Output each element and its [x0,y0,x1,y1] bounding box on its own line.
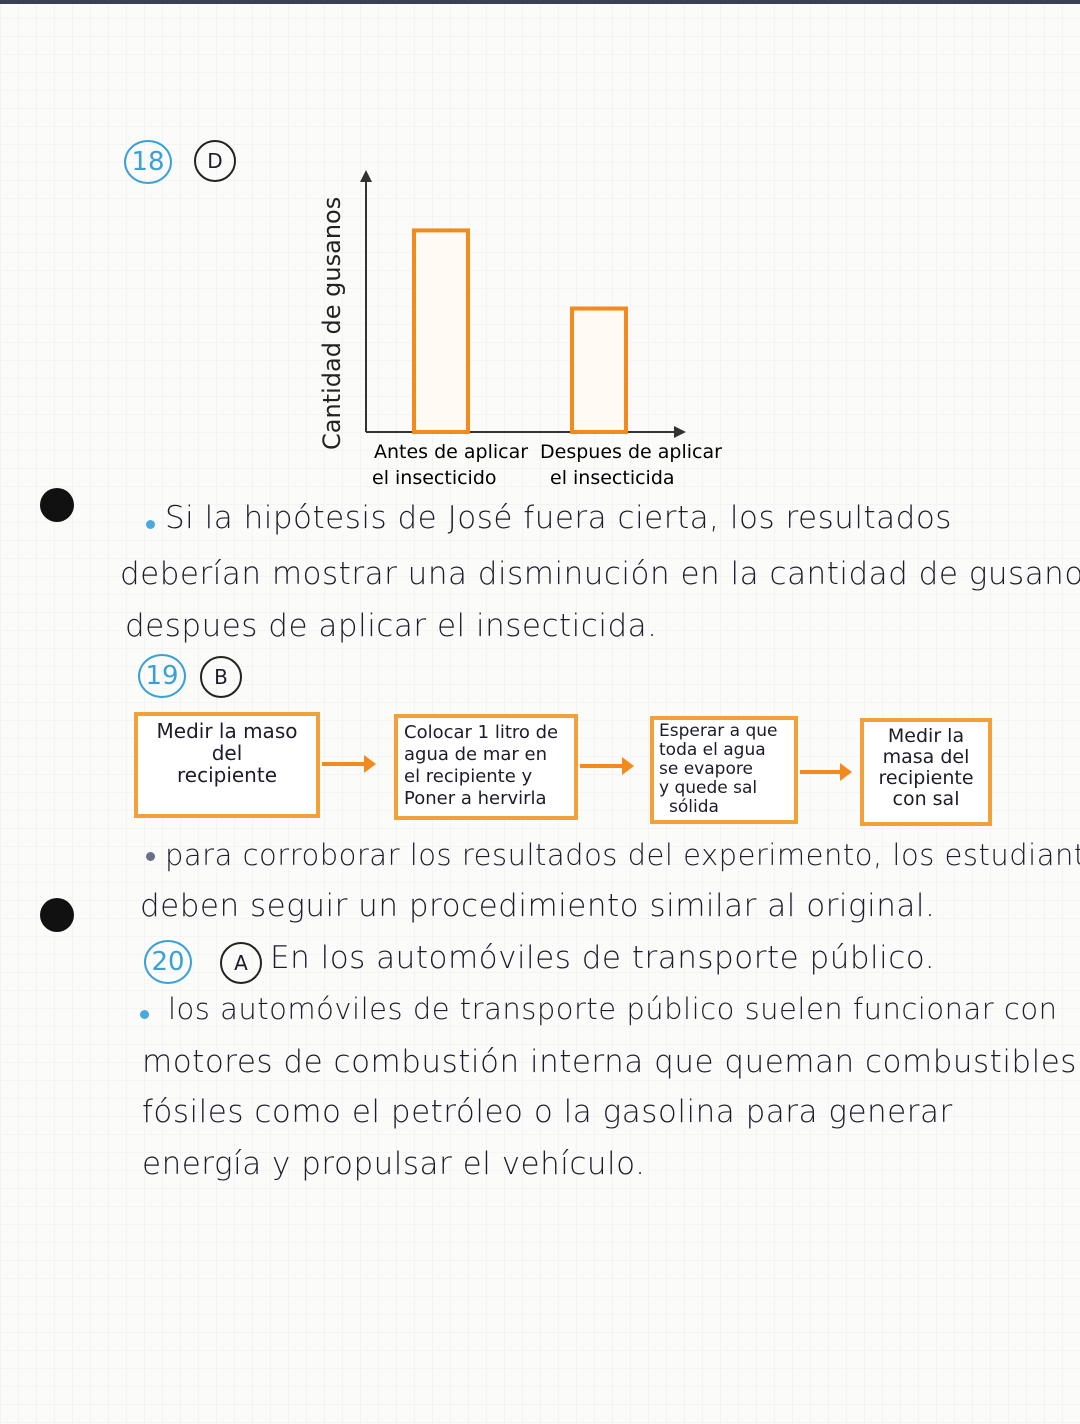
answer-19: B [200,656,242,698]
answer-18: D [194,140,236,182]
x-tick-label: el insecticido [372,467,497,489]
bullet [146,852,155,861]
step-line: agua de mar en [404,744,548,765]
binder-hole [40,898,74,932]
x-tick-label: Antes de aplicar [374,441,528,463]
step-line: Poner a hervirla [404,788,547,809]
step-line: y quede sal [659,778,758,798]
flow-step-4: Medir la masa del recipiente con sal [860,718,992,826]
step-line: del [211,741,243,765]
q-number: 18 [131,147,165,177]
bullet [146,520,155,529]
flow-arrow [322,755,376,773]
step-line: se evapore [659,759,753,779]
flow-arrow [800,763,852,781]
flow-step-1: Medir la maso del recipiente [134,712,320,818]
y-axis-label: Cantidad de gusanos [318,197,346,450]
bar [412,228,470,434]
step-line: el recipiente y [404,766,533,787]
question-number-18: 18 [124,140,172,184]
step-line: sólida [669,797,719,817]
binder-hole [40,488,74,522]
answer-letter: D [207,149,223,173]
flow-arrow [580,757,634,775]
step-line: Esperar a que [659,721,778,741]
step-line: Medir la maso [156,719,298,743]
q20-text-line: energía y propulsar el vehículo. [142,1146,646,1182]
page-edge [0,0,1080,4]
step-line: recipiente [176,763,278,787]
q20-text-line: motores de combustión interna que queman… [142,1044,1077,1080]
q20-text-line: los automóviles de transporte público su… [168,992,1058,1026]
q-number: 19 [145,661,179,691]
step-line: con sal [892,788,960,810]
q18-text-line: Si la hipótesis de José fuera cierta, lo… [165,500,952,536]
flow-step-2: Colocar 1 litro de agua de mar en el rec… [394,714,578,820]
flow-step-3: Esperar a que toda el agua se evapore y … [650,716,798,824]
q20-answer-text: En los automóviles de transporte público… [270,940,936,976]
step-line: toda el agua [659,740,766,760]
step-line: masa del [882,746,970,768]
y-axis-arrow [360,170,372,182]
answer-letter: B [214,665,228,689]
x-tick-label: Despues de aplicar [540,441,722,463]
answer-20: A [220,942,262,984]
q20-text-line: fósiles como el petróleo o la gasolina p… [142,1094,953,1130]
step-line: Medir la [887,725,965,747]
question-number-20: 20 [144,940,192,984]
bar [570,306,628,434]
q19-text-line: para corroborar los resultados del exper… [165,838,1080,872]
step-line: recipiente [878,767,974,789]
question-number-19: 19 [138,654,186,698]
bullet [140,1010,149,1019]
x-axis-arrow [674,426,686,438]
bar-chart: Cantidad de gusanos Antes de aplicar el … [318,170,722,489]
q18-text-line: despues de aplicar el insecticida. [125,608,658,644]
x-tick-label: el insecticida [550,467,675,489]
answer-letter: A [234,951,248,975]
q19-text-line: deben seguir un procedimiento similar al… [140,888,936,924]
q-number: 20 [151,947,185,977]
q18-text-line: deberían mostrar una disminución en la c… [120,556,1080,592]
step-line: Colocar 1 litro de [404,722,559,743]
